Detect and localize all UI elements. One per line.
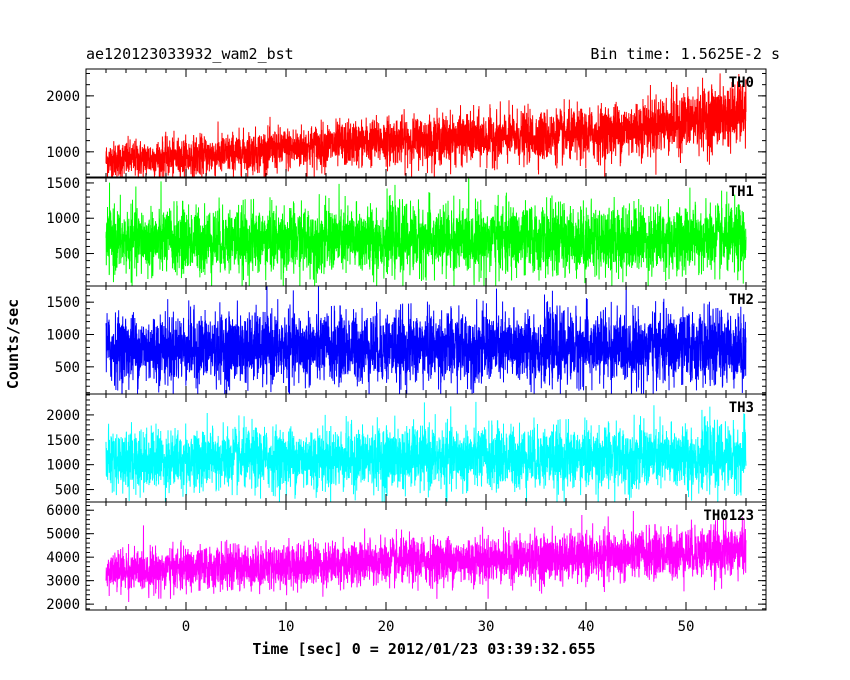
y-tick-label: 3000 (46, 574, 80, 590)
y-tick-label: 500 (55, 247, 80, 263)
x-tick-label: 0 (182, 619, 190, 635)
y-tick-label: 1000 (46, 328, 80, 344)
y-tick-label: 2000 (46, 408, 80, 424)
y-tick-label: 6000 (46, 503, 80, 519)
y-axis-title: Counts/sec (4, 299, 22, 389)
y-tick-label: 1500 (46, 176, 80, 192)
y-tick-label: 2000 (46, 89, 80, 105)
panel-label-th0: TH0 (729, 75, 754, 91)
x-tick-label: 30 (478, 619, 495, 635)
panel-label-th2: TH2 (729, 292, 754, 308)
panel-label-th0123: TH0123 (703, 508, 754, 524)
series-line-th0 (105, 73, 747, 177)
chart-title: ae120123033932_wam2_bst (86, 45, 294, 63)
y-tick-label: 2000 (46, 597, 80, 613)
y-tick-label: 1000 (46, 145, 80, 161)
panel-th1: 500 1000 1500 TH1 (46, 176, 767, 287)
series-line-th2 (105, 286, 747, 394)
y-tick-label: 5000 (46, 527, 80, 543)
y-tick-label: 500 (55, 483, 80, 499)
y-tick-label: 1500 (46, 295, 80, 311)
y-tick-label: 1500 (46, 433, 80, 449)
panel-label-th1: TH1 (729, 184, 754, 200)
series-line-th0123 (105, 511, 747, 603)
x-tick-label: 10 (278, 619, 295, 635)
y-tick-label: 4000 (46, 550, 80, 566)
x-axis: 0 10 20 30 40 50 (182, 619, 695, 635)
series-line-th3 (105, 401, 747, 502)
y-tick-label: 1000 (46, 458, 80, 474)
panel-th0: 1000 2000 TH0 (46, 68, 767, 178)
y-tick-label: 500 (55, 360, 80, 376)
x-tick-label: 40 (578, 619, 595, 635)
panel-th0123: 2000 3000 4000 5000 6000 TH0123 (46, 501, 767, 613)
x-tick-label: 50 (678, 619, 695, 635)
y-tick-label: 1000 (46, 211, 80, 227)
bin-time-label: Bin time: 1.5625E-2 s (590, 45, 780, 63)
x-tick-label: 20 (378, 619, 395, 635)
x-axis-title: Time [sec] 0 = 2012/01/23 03:39:32.655 (252, 640, 595, 658)
panel-label-th3: TH3 (729, 400, 754, 416)
panel-th2: 500 1000 1500 TH2 (46, 285, 767, 395)
series-line-th1 (105, 178, 747, 286)
panel-th3: 500 1000 1500 2000 TH3 (46, 393, 767, 503)
